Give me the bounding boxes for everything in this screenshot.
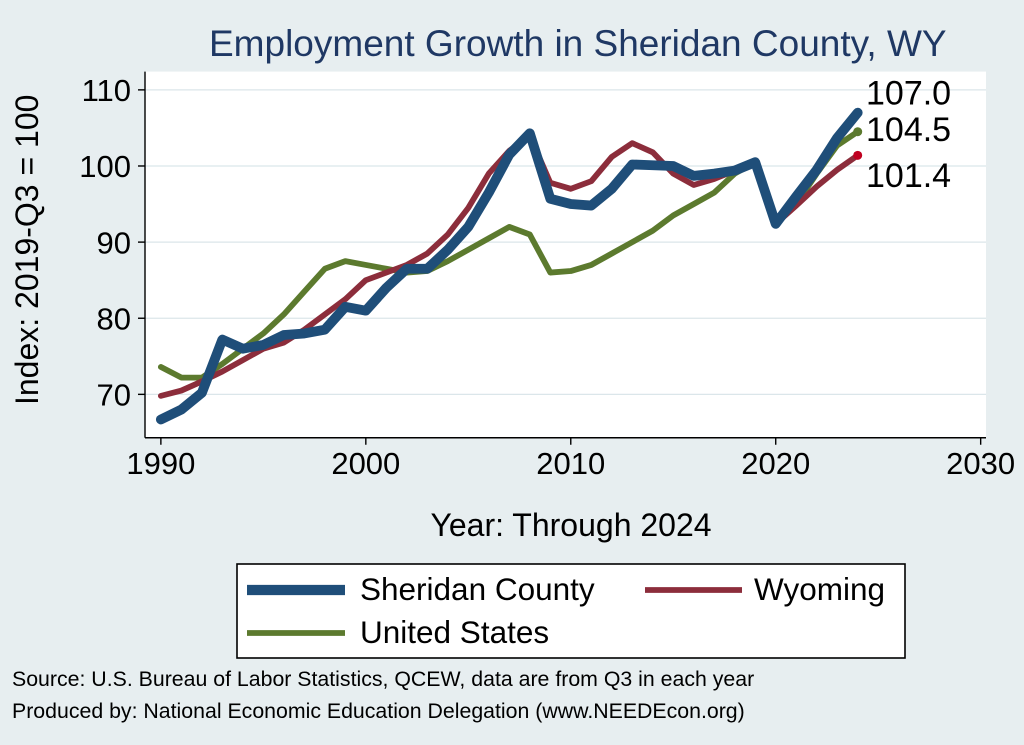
svg-text:United States: United States [360,614,549,650]
svg-text:90: 90 [97,225,131,260]
svg-text:2000: 2000 [331,446,400,481]
svg-text:Index: 2019-Q3 = 100: Index: 2019-Q3 = 100 [9,95,45,405]
svg-text:80: 80 [97,301,131,336]
svg-text:110: 110 [82,73,131,108]
svg-text:101.4: 101.4 [866,157,951,195]
svg-text:107.0: 107.0 [866,75,951,113]
svg-text:2020: 2020 [741,446,810,481]
svg-text:2030: 2030 [946,446,1015,481]
svg-text:2010: 2010 [536,446,605,481]
svg-text:104.5: 104.5 [866,111,951,149]
svg-text:Wyoming: Wyoming [754,571,885,607]
svg-text:1990: 1990 [126,446,195,481]
svg-text:70: 70 [97,378,131,413]
svg-text:100: 100 [79,149,131,184]
svg-text:Source: U.S. Bureau of Labor S: Source: U.S. Bureau of Labor Statistics,… [12,667,754,691]
svg-text:Sheridan County: Sheridan County [360,571,595,607]
svg-text:Produced by: National Economic: Produced by: National Economic Education… [12,699,745,723]
svg-text:Year: Through 2024: Year: Through 2024 [430,507,711,543]
